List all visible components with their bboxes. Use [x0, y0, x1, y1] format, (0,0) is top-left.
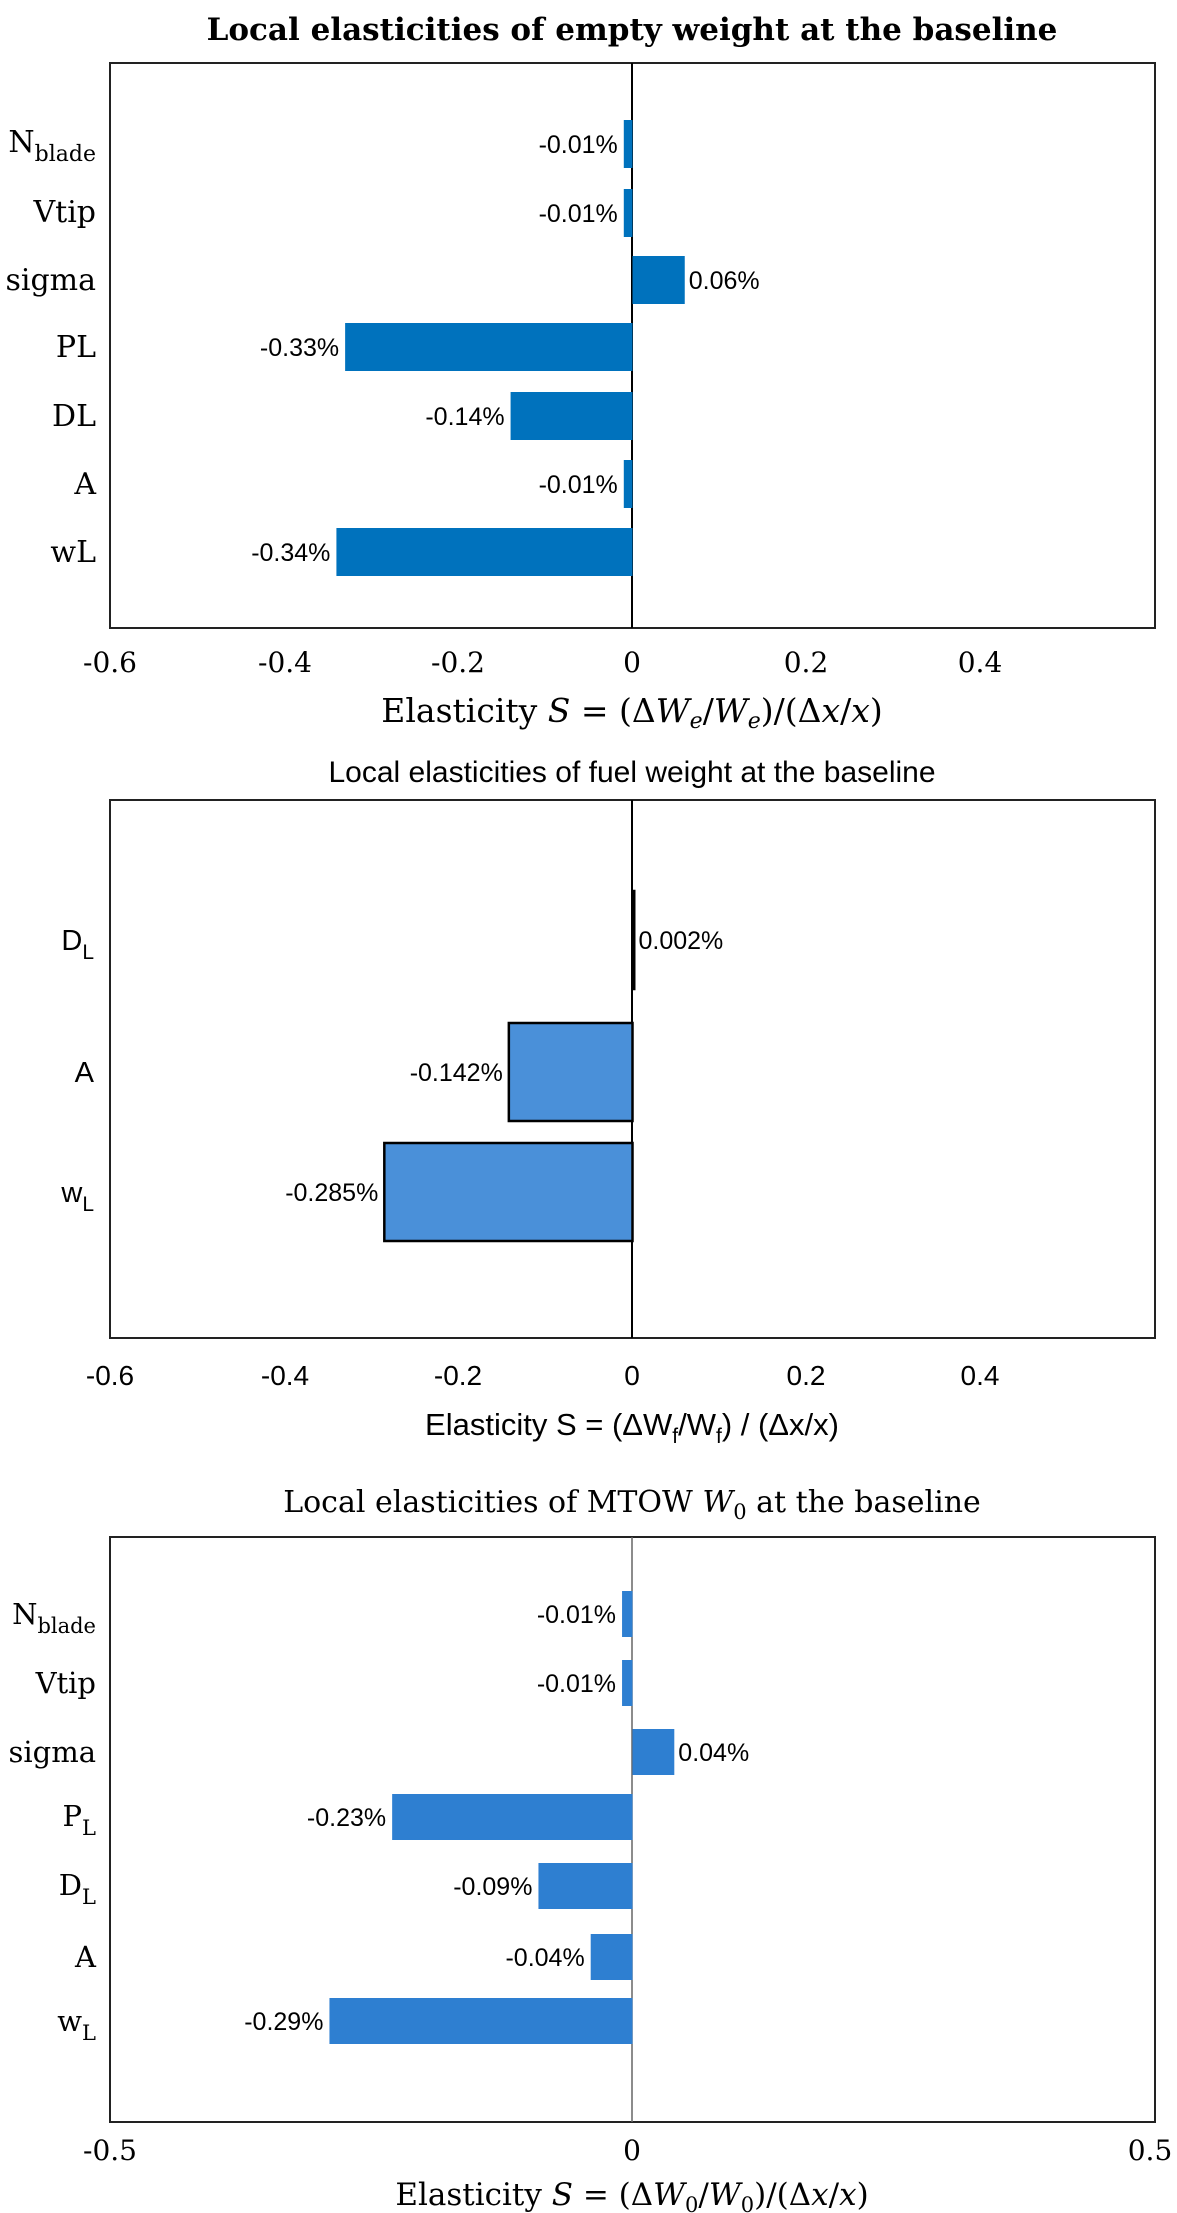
- y-tick-label: wL: [60, 1177, 94, 1216]
- bar-pl: [345, 323, 633, 371]
- x-tick-label: -0.2: [434, 1360, 482, 1391]
- bar-a: [507, 1021, 634, 1123]
- y-tick-label: A: [74, 1940, 97, 1974]
- x-axis-label: Elasticity S = (ΔWe/We)/(Δx/x): [381, 691, 882, 734]
- data-label: -0.01%: [539, 471, 618, 499]
- y-tick-label: DL: [61, 925, 94, 964]
- y-tick-label: A: [73, 467, 96, 502]
- x-tick-label: -0.4: [258, 646, 312, 679]
- chart-mtow: Local elasticities of MTOW W0 at the bas…: [8, 1485, 1172, 2213]
- data-label: 0.06%: [689, 267, 760, 295]
- y-tick-label: sigma: [8, 1735, 96, 1769]
- y-tick-label: Nblade: [12, 1597, 96, 1638]
- bar-a: [623, 460, 633, 508]
- chart-title: Local elasticities of MTOW W0 at the bas…: [283, 1485, 981, 1524]
- chart-empty-weight: Local elasticities of empty weight at th…: [5, 12, 1156, 734]
- data-label: -0.29%: [244, 2008, 323, 2036]
- x-tick-label: -0.6: [83, 646, 137, 679]
- y-tick-label: DL: [59, 1868, 96, 1909]
- y-axis: Nblade Vtip sigma PL DL A wL: [8, 1597, 97, 2045]
- data-label: 0.002%: [639, 927, 724, 955]
- x-tick-label: 0.4: [958, 646, 1003, 679]
- bar-n-blade: [622, 1591, 633, 1637]
- x-tick-label: 0: [624, 1360, 640, 1391]
- x-tick-label: 0.2: [787, 1360, 826, 1391]
- bar-vtip: [622, 1660, 633, 1706]
- bar-w-l: [383, 1141, 634, 1243]
- data-label: -0.01%: [539, 131, 618, 159]
- x-axis: -0.6 -0.4 -0.2 0 0.2 0.4: [86, 1360, 1000, 1391]
- chart-fuel-weight: Local elasticities of fuel weight at the…: [60, 756, 1156, 1448]
- bar-a: [590, 1934, 633, 1980]
- x-tick-label: 0: [623, 2134, 641, 2167]
- y-tick-label: Vtip: [32, 195, 96, 230]
- y-tick-label: wL: [50, 535, 96, 570]
- y-tick-label: sigma: [5, 263, 96, 298]
- data-label: -0.33%: [260, 334, 339, 362]
- x-tick-label: -0.6: [86, 1360, 134, 1391]
- data-label: -0.01%: [539, 200, 618, 228]
- chart-title: Local elasticities of fuel weight at the…: [328, 756, 935, 789]
- bar-vtip: [623, 189, 633, 237]
- bar-w-l: [329, 1998, 633, 2044]
- data-label: -0.09%: [453, 1873, 532, 1901]
- x-axis-label: Elasticity S = (ΔW0/W0)/(Δx/x): [395, 2177, 868, 2213]
- x-tick-label: -0.5: [83, 2134, 137, 2167]
- data-label: -0.14%: [425, 403, 504, 431]
- x-tick-label: 0.5: [1128, 2134, 1173, 2167]
- x-tick-label: 0.4: [961, 1360, 1000, 1391]
- y-tick-label: PL: [63, 1799, 97, 1840]
- bar-d-l: [631, 889, 636, 991]
- y-axis: Nblade Vtip sigma PL DL A wL: [5, 125, 96, 570]
- bar-wl: [336, 528, 633, 576]
- data-labels: -0.01% -0.01% 0.06% -0.33% -0.14% -0.01% -0.34…: [251, 131, 759, 567]
- data-label: 0.04%: [678, 1739, 749, 1767]
- data-label: -0.01%: [537, 1601, 616, 1629]
- data-label: -0.01%: [537, 1670, 616, 1698]
- data-label: -0.04%: [505, 1944, 584, 1972]
- x-axis: -0.6 -0.4 -0.2 0 0.2 0.4: [83, 646, 1002, 679]
- data-labels: -0.01% -0.01% 0.04% -0.23% -0.09% -0.04% -0.29…: [244, 1601, 749, 2036]
- y-tick-label: Vtip: [35, 1666, 96, 1700]
- bars: [336, 120, 685, 576]
- x-tick-label: 0.2: [784, 646, 829, 679]
- x-tick-label: -0.2: [431, 646, 485, 679]
- y-tick-label: wL: [57, 2004, 96, 2045]
- bar-sigma: [632, 1729, 675, 1775]
- data-labels: 0.002% -0.142% -0.285%: [285, 927, 723, 1207]
- x-tick-label: 0: [623, 646, 641, 679]
- y-tick-label: PL: [56, 330, 96, 365]
- x-axis: -0.5 0 0.5: [83, 2134, 1172, 2167]
- chart-title: Local elasticities of empty weight at th…: [207, 12, 1058, 48]
- bar-n-blade: [623, 120, 633, 168]
- data-label: -0.23%: [307, 1804, 386, 1832]
- bar-p-l: [392, 1794, 633, 1840]
- y-tick-label: DL: [52, 399, 96, 434]
- bar-d-l: [538, 1863, 633, 1909]
- bar-dl: [510, 392, 633, 440]
- bars: [383, 889, 636, 1243]
- bars: [329, 1591, 675, 2044]
- y-axis: DL A wL: [60, 925, 94, 1216]
- y-tick-label: A: [75, 1057, 95, 1089]
- data-label: -0.285%: [285, 1179, 378, 1207]
- data-label: -0.142%: [410, 1059, 503, 1087]
- x-axis-label: Elasticity S = (ΔWf/Wf) / (Δx/x): [425, 1407, 839, 1448]
- y-tick-label: Nblade: [8, 125, 96, 167]
- x-tick-label: -0.4: [261, 1360, 309, 1391]
- bar-sigma: [632, 256, 685, 304]
- data-label: -0.34%: [251, 539, 330, 567]
